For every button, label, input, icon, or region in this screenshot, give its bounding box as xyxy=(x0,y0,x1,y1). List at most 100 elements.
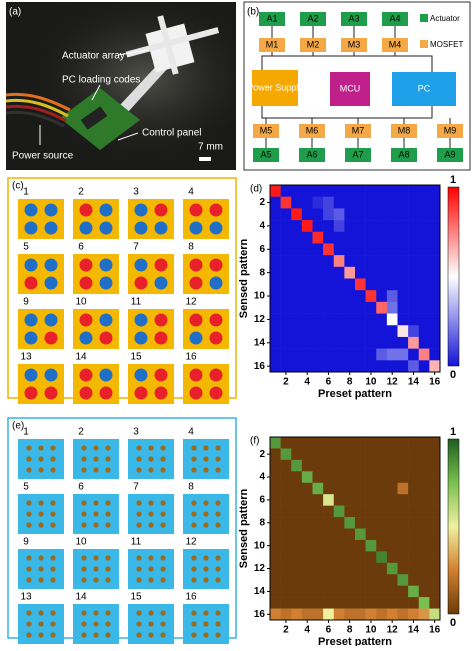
heat-cell xyxy=(418,266,430,279)
heat-cell xyxy=(376,471,388,484)
heat-cell xyxy=(291,448,303,461)
heat-cell xyxy=(355,220,366,233)
heat-cell xyxy=(408,471,420,484)
heat-cell xyxy=(280,185,292,197)
heat-cell xyxy=(291,301,303,314)
pin-dot xyxy=(160,555,166,561)
mosfet-box-label: M5 xyxy=(260,125,273,135)
pin-dot xyxy=(160,577,166,583)
pin-dot xyxy=(215,621,221,627)
heat-cell xyxy=(344,539,356,552)
pin-dot xyxy=(38,500,44,506)
pattern-dot xyxy=(44,276,58,290)
heat-cell xyxy=(355,505,366,518)
pattern-dot xyxy=(79,331,93,345)
pin-dot xyxy=(148,621,154,627)
heat-cell xyxy=(429,208,441,221)
heat-cell xyxy=(365,313,377,326)
pin-dot xyxy=(93,577,99,583)
heat-cell xyxy=(408,585,420,598)
heat-cell xyxy=(344,348,356,361)
pattern-square xyxy=(128,254,174,294)
heat-cell xyxy=(323,336,335,349)
heat-cell xyxy=(386,517,398,529)
heat-cell xyxy=(301,517,313,529)
pattern-number: 8 xyxy=(188,242,194,253)
pin-dot xyxy=(148,610,154,616)
heat-cell xyxy=(365,437,377,449)
pin-dot xyxy=(148,456,154,462)
heat-cell xyxy=(291,266,303,279)
pin-dot xyxy=(203,445,209,451)
heat-cell xyxy=(301,208,313,221)
y-tick-label: 10 xyxy=(254,291,266,302)
pattern-dot xyxy=(134,386,148,400)
pin-dot xyxy=(203,467,209,473)
heat-cell xyxy=(418,528,430,541)
heat-cell xyxy=(386,255,398,268)
pin-dot xyxy=(215,610,221,616)
actuator-box xyxy=(259,12,285,26)
pin-dot xyxy=(203,522,209,528)
pin-dot xyxy=(215,445,221,451)
heat-cell xyxy=(280,574,292,586)
pattern-square xyxy=(183,254,229,294)
heat-cell xyxy=(323,278,335,291)
heat-cell xyxy=(376,220,388,233)
heat-cell xyxy=(397,517,409,529)
panel-label: (b) xyxy=(247,7,259,18)
heat-cell xyxy=(312,539,324,552)
pattern-number: 14 xyxy=(75,352,87,363)
pin-dot xyxy=(93,632,99,638)
heat-cell xyxy=(301,482,313,495)
heat-cell xyxy=(355,231,366,244)
mosfet-box xyxy=(391,124,417,138)
mosfet-box xyxy=(300,38,326,52)
heat-cell xyxy=(355,196,366,209)
pattern-number: 1 xyxy=(23,427,29,438)
heat-cell xyxy=(323,266,335,279)
heat-cell xyxy=(355,539,366,552)
x-tick-label: 2 xyxy=(283,377,289,388)
heat-cell xyxy=(323,220,335,233)
heat-cell xyxy=(408,505,420,518)
actuator-box xyxy=(382,12,408,26)
pattern-dot xyxy=(154,331,168,345)
pattern-dot xyxy=(154,258,168,272)
heat-cell xyxy=(376,528,388,541)
pattern-number: 15 xyxy=(130,592,142,603)
heat-cell xyxy=(291,231,303,244)
actuator-box xyxy=(437,148,463,162)
heat-cell xyxy=(386,231,398,244)
heat-cell xyxy=(312,482,324,495)
pin-dot xyxy=(81,445,87,451)
heat-cell xyxy=(312,608,324,621)
wire xyxy=(5,98,69,118)
heat-cell xyxy=(333,313,345,326)
heat-cell xyxy=(270,585,281,598)
heat-cell xyxy=(333,348,345,361)
heat-cell xyxy=(386,313,398,326)
heat-cell xyxy=(429,539,441,552)
heat-cell xyxy=(365,325,377,338)
heat-cell xyxy=(291,360,303,373)
heat-cell xyxy=(301,301,313,314)
y-tick-label: 2 xyxy=(259,449,265,460)
heat-cell xyxy=(280,231,292,244)
heat-cell xyxy=(355,325,366,338)
pattern-number: 11 xyxy=(131,297,142,308)
heat-cell xyxy=(344,336,356,349)
pattern-dot xyxy=(79,258,93,272)
heat-cell xyxy=(418,551,430,564)
heat-cell xyxy=(333,482,345,495)
heat-cell xyxy=(323,196,335,209)
heat-cell xyxy=(376,266,388,279)
pin-dot xyxy=(191,566,197,572)
heat-cell xyxy=(280,482,292,495)
mosfet-box xyxy=(437,124,463,138)
actuator-box-label: A4 xyxy=(389,13,400,23)
heat-cell xyxy=(333,196,345,209)
pin-dot xyxy=(26,566,32,572)
heat-cell xyxy=(291,313,303,326)
heat-cell xyxy=(418,562,430,575)
